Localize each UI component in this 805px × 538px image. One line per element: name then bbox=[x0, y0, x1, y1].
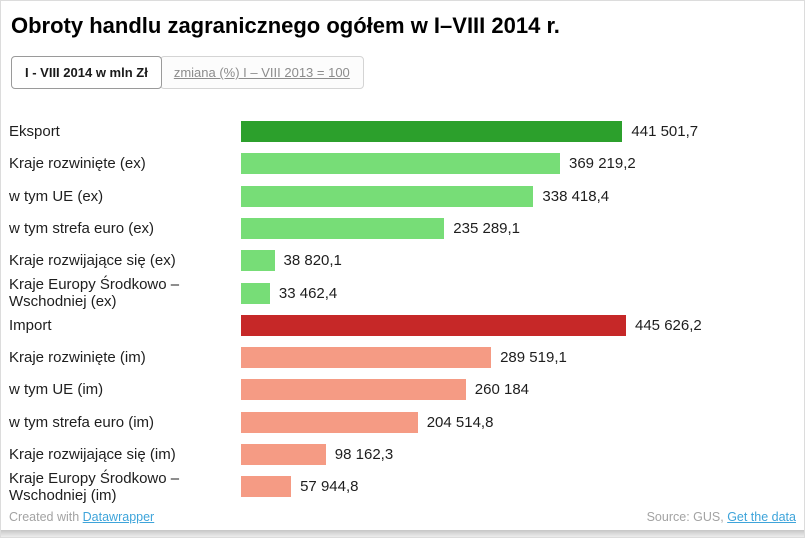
source-prefix: Source: GUS, bbox=[646, 510, 728, 524]
bar bbox=[241, 379, 466, 401]
chart-row: Eksport 441 501,7 bbox=[9, 115, 796, 147]
chart-title: Obroty handlu zagranicznego ogółem w I–V… bbox=[11, 13, 560, 38]
bar-value: 38 820,1 bbox=[283, 252, 342, 270]
chart-row: w tym strefa euro (im) 204 514,8 bbox=[9, 406, 796, 438]
chart-row: w tym UE (ex) 338 418,4 bbox=[9, 180, 796, 212]
row-label: w tym strefa euro (ex) bbox=[9, 219, 155, 237]
footer: Created with Datawrapper Source: GUS, Ge… bbox=[9, 510, 796, 524]
tab-change-percent[interactable]: zmiana (%) I – VIII 2013 = 100 bbox=[159, 56, 364, 90]
row-label: Kraje Europy Środkowo – Wschodniej (im) bbox=[9, 469, 180, 504]
bar-zone: 369 219,2 bbox=[241, 148, 796, 180]
datawrapper-link[interactable]: Datawrapper bbox=[82, 510, 155, 524]
bar-value: 235 289,1 bbox=[453, 219, 521, 237]
attribution: Created with Datawrapper bbox=[9, 510, 154, 524]
chart-rows: Eksport 441 501,7 Kraje rozwinięte (ex) 369… bbox=[9, 115, 796, 504]
row-label: Kraje rozwinięte (im) bbox=[9, 348, 146, 366]
chart-row: Kraje rozwinięte (im) 289 519,1 bbox=[9, 341, 796, 373]
row-label: Kraje rozwijające się (im) bbox=[9, 445, 176, 463]
get-the-data-link[interactable]: Get the data bbox=[727, 510, 796, 524]
bottom-shadow-strip bbox=[1, 530, 804, 537]
chart-row: w tym UE (im) 260 184 bbox=[9, 374, 796, 406]
row-label: w tym strefa euro (im) bbox=[9, 413, 155, 431]
chart-row: Kraje Europy Środkowo – Wschodniej (im) 5… bbox=[9, 469, 796, 504]
row-label: w tym UE (im) bbox=[9, 381, 104, 399]
row-label: Kraje Europy Środkowo – Wschodniej (ex) bbox=[9, 275, 180, 311]
bar-value: 57 944,8 bbox=[300, 478, 359, 496]
chart-row: Kraje rozwijające się (im) 98 162,3 bbox=[9, 438, 796, 470]
bar-zone: 289 519,1 bbox=[241, 341, 796, 373]
source-note: Source: GUS, Get the data bbox=[647, 510, 796, 524]
bar bbox=[241, 185, 534, 207]
bar-zone: 204 514,8 bbox=[241, 406, 796, 438]
bar-value: 260 184 bbox=[474, 381, 530, 399]
bar bbox=[241, 282, 270, 304]
chart-row: Kraje Europy Środkowo – Wschodniej (ex) 3… bbox=[9, 275, 796, 311]
attribution-prefix: Created with bbox=[9, 510, 83, 524]
bar bbox=[241, 250, 275, 272]
bar bbox=[241, 444, 326, 465]
row-label: Kraje rozwijające się (ex) bbox=[9, 252, 176, 270]
bar-zone: 260 184 bbox=[241, 374, 796, 406]
bar bbox=[241, 153, 560, 175]
bar bbox=[241, 217, 445, 239]
chart-row: Kraje rozwinięte (ex) 369 219,2 bbox=[9, 148, 796, 180]
chart-row: Kraje rozwijające się (ex) 38 820,1 bbox=[9, 245, 796, 277]
bar bbox=[241, 121, 623, 143]
bar bbox=[241, 347, 492, 369]
bar-zone: 57 944,8 bbox=[241, 471, 796, 503]
tab-values-mln[interactable]: I - VIII 2014 w mln Zł bbox=[11, 56, 162, 90]
chart-row: Import 445 626,2 bbox=[9, 309, 796, 341]
bar-value: 33 462,4 bbox=[278, 284, 338, 302]
bar-value: 204 514,8 bbox=[426, 413, 494, 431]
row-label: Kraje rozwinięte (ex) bbox=[9, 155, 146, 173]
row-label: Eksport bbox=[9, 122, 60, 140]
bar-zone: 338 418,4 bbox=[241, 180, 796, 212]
bar-zone: 235 289,1 bbox=[241, 212, 796, 244]
bar-zone: 445 626,2 bbox=[241, 309, 796, 341]
bar-value: 441 501,7 bbox=[631, 123, 699, 141]
row-label: Import bbox=[9, 316, 52, 334]
row-label: w tym UE (ex) bbox=[9, 187, 104, 205]
bar bbox=[241, 476, 292, 498]
bar-value: 445 626,2 bbox=[635, 316, 702, 334]
bar-zone: 441 501,7 bbox=[241, 115, 796, 147]
tab-bar: I - VIII 2014 w mln Zł zmiana (%) I – VI… bbox=[11, 56, 796, 90]
bar-value: 369 219,2 bbox=[569, 155, 636, 173]
bar bbox=[241, 314, 626, 336]
chart-row: w tym strefa euro (ex) 235 289,1 bbox=[9, 212, 796, 244]
bar-value: 289 519,1 bbox=[500, 349, 567, 367]
bar bbox=[241, 411, 418, 433]
bar-value: 98 162,3 bbox=[334, 446, 394, 463]
bar-zone: 33 462,4 bbox=[241, 277, 796, 309]
bar-value: 338 418,4 bbox=[542, 187, 610, 205]
bar-zone: 98 162,3 bbox=[241, 438, 796, 470]
bar-zone: 38 820,1 bbox=[241, 245, 796, 277]
